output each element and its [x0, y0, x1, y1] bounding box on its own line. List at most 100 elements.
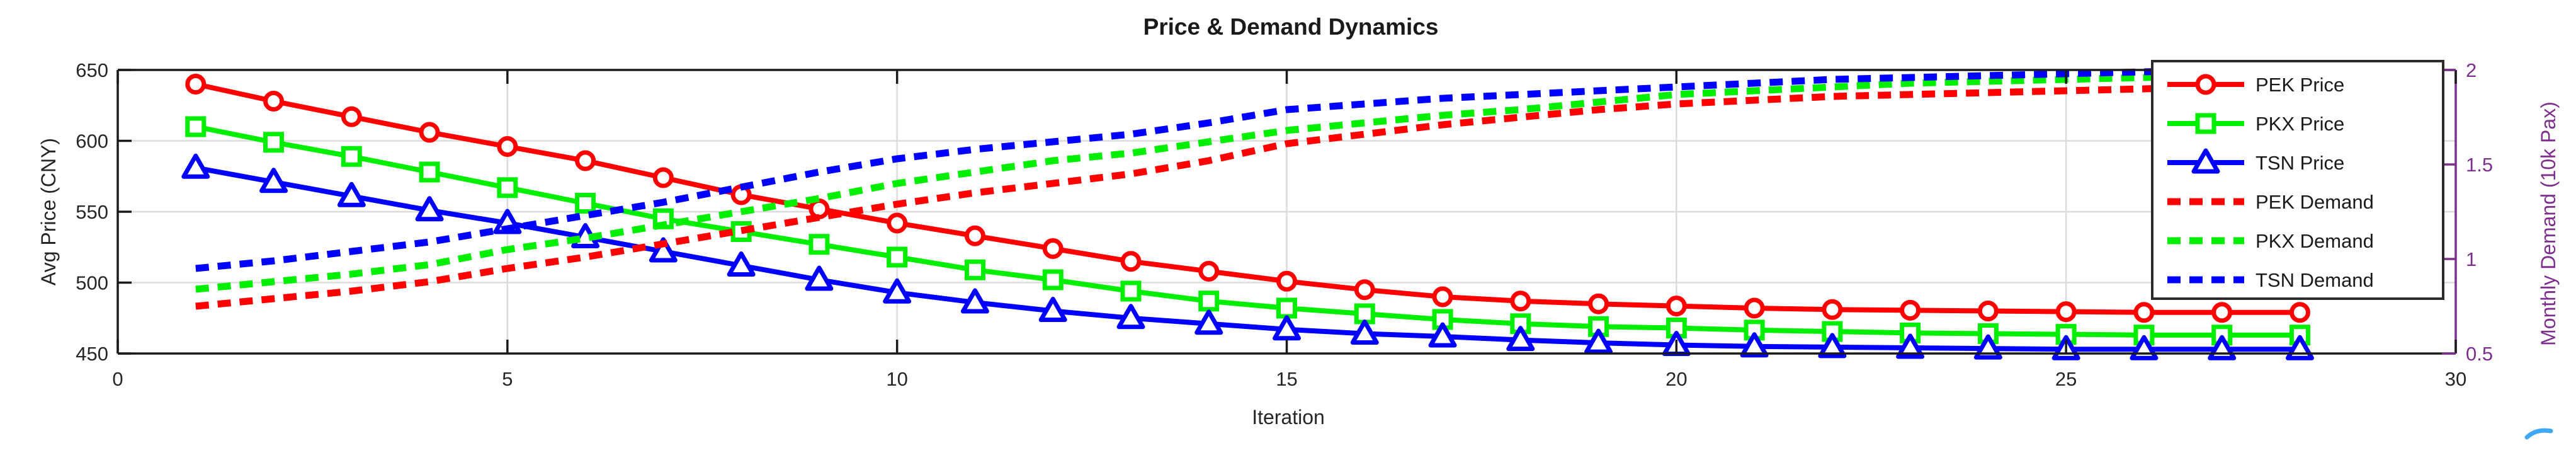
legend-item-tsn-price: TSN Price: [2167, 148, 2344, 174]
square-marker: [1198, 290, 1220, 312]
circle-marker: [1432, 286, 1453, 308]
circle-marker: [1977, 301, 1999, 321]
triangle-marker: [1273, 315, 1301, 341]
legend-item-tsn-demand: TSN Demand: [2167, 269, 2374, 291]
square-marker: [419, 161, 440, 183]
triangle-marker: [1973, 334, 2002, 360]
circle-marker: [341, 106, 362, 127]
square-marker: [1120, 280, 1142, 302]
legend-label: PKX Demand: [2255, 230, 2374, 252]
triangle-marker: [805, 265, 834, 291]
triangle-marker: [1740, 332, 1769, 358]
square-marker: [263, 132, 285, 153]
legend-label: PEK Price: [2255, 74, 2344, 96]
x-tick-label: 0: [112, 368, 123, 390]
circle-marker: [1665, 296, 1687, 317]
circle-marker: [1744, 297, 1765, 319]
triangle-marker: [1896, 333, 1925, 359]
circle-marker: [887, 212, 908, 234]
circle-marker: [263, 91, 285, 112]
corner-swoosh-mark: [2524, 428, 2553, 440]
square-marker: [497, 177, 518, 198]
right-y-tick-label: 0.5: [2466, 343, 2493, 365]
x-tick-label: 20: [1665, 368, 1687, 390]
x-tick-label: 30: [2445, 368, 2466, 390]
series-line-pek-demand: [195, 83, 2300, 310]
series-line-pkx-price: [195, 124, 2300, 338]
x-axis-label: Iteration: [1252, 406, 1325, 428]
series-line-pkx-demand: [195, 72, 2300, 293]
legend-triangle-marker: [2191, 148, 2220, 174]
legend-label: PEK Demand: [2255, 191, 2374, 213]
legend-item-pkx-price: PKX Price: [2167, 113, 2344, 135]
legend-label: TSN Price: [2255, 152, 2344, 174]
circle-marker: [419, 122, 440, 143]
circle-marker: [2211, 302, 2233, 323]
left-y-tick-label: 500: [76, 272, 108, 294]
triangle-marker: [1194, 309, 1223, 335]
square-marker: [1744, 319, 1765, 341]
square-marker: [185, 116, 207, 137]
left-y-tick-label: 550: [76, 201, 108, 223]
circle-marker: [809, 198, 830, 219]
legend-item-pek-demand: PEK Demand: [2167, 191, 2374, 213]
triangle-marker: [1350, 319, 1379, 345]
triangle-marker: [1116, 304, 1145, 330]
triangle-marker: [337, 181, 366, 207]
circle-marker: [1120, 251, 1142, 272]
x-tick-label: 25: [2055, 368, 2077, 390]
square-marker: [341, 146, 362, 167]
legend-label: TSN Demand: [2255, 269, 2374, 291]
square-marker: [964, 259, 985, 280]
circle-marker: [1510, 290, 1531, 312]
circle-marker: [185, 74, 207, 95]
triangle-marker: [1428, 322, 1457, 348]
triangle-marker: [415, 196, 444, 222]
left-y-tick-label: 600: [76, 130, 108, 152]
legend-box: [2151, 60, 2444, 300]
triangle-marker: [649, 237, 678, 263]
circle-marker: [1198, 261, 1220, 282]
circle-marker: [497, 136, 518, 157]
circle-marker: [1354, 279, 1375, 301]
circle-marker: [1900, 299, 1921, 321]
triangle-marker: [181, 153, 210, 179]
x-tick-label: 5: [502, 368, 513, 390]
circle-marker: [575, 150, 596, 171]
right-y-axis-label: Monthly Demand (10k Pax): [2537, 101, 2560, 346]
square-marker: [887, 246, 908, 268]
triangle-marker: [727, 251, 756, 277]
right-y-tick-label: 1.5: [2466, 154, 2493, 176]
legend: PEK Price PKX Price TSN Price PEK Demand PKX…: [2151, 60, 2444, 300]
circle-marker: [1042, 238, 1064, 259]
circle-marker: [1822, 299, 1843, 320]
circle-marker: [2133, 302, 2155, 323]
legend-item-pek-price: PEK Price: [2167, 74, 2344, 96]
circle-marker: [2289, 302, 2310, 323]
triangle-marker: [259, 168, 288, 193]
triangle-marker: [1506, 326, 1535, 352]
circle-marker: [1276, 270, 1297, 292]
triangle-marker: [960, 288, 989, 314]
series-line-tsn-demand: [195, 66, 2300, 272]
triangle-marker: [883, 278, 912, 304]
x-tick-label: 10: [886, 368, 907, 390]
left-y-tick-label: 650: [76, 59, 108, 81]
legend-item-pkx-demand: PKX Demand: [2167, 230, 2374, 252]
circle-marker: [964, 225, 985, 246]
circle-marker: [2055, 301, 2077, 323]
legend-square-marker: [2195, 113, 2216, 134]
x-tick-label: 15: [1276, 368, 1297, 390]
square-marker: [1042, 269, 1064, 290]
chart-title: Price & Demand Dynamics: [1143, 14, 1439, 40]
triangle-marker: [1584, 328, 1613, 354]
left-y-axis-label: Avg Price (CNY): [37, 138, 60, 285]
right-y-tick-label: 2: [2466, 59, 2477, 81]
right-y-tick-label: 1: [2466, 248, 2477, 270]
square-marker: [575, 193, 596, 214]
series-line-tsn-price: [195, 165, 2300, 352]
triangle-marker: [1038, 297, 1067, 322]
circle-marker: [652, 167, 674, 188]
